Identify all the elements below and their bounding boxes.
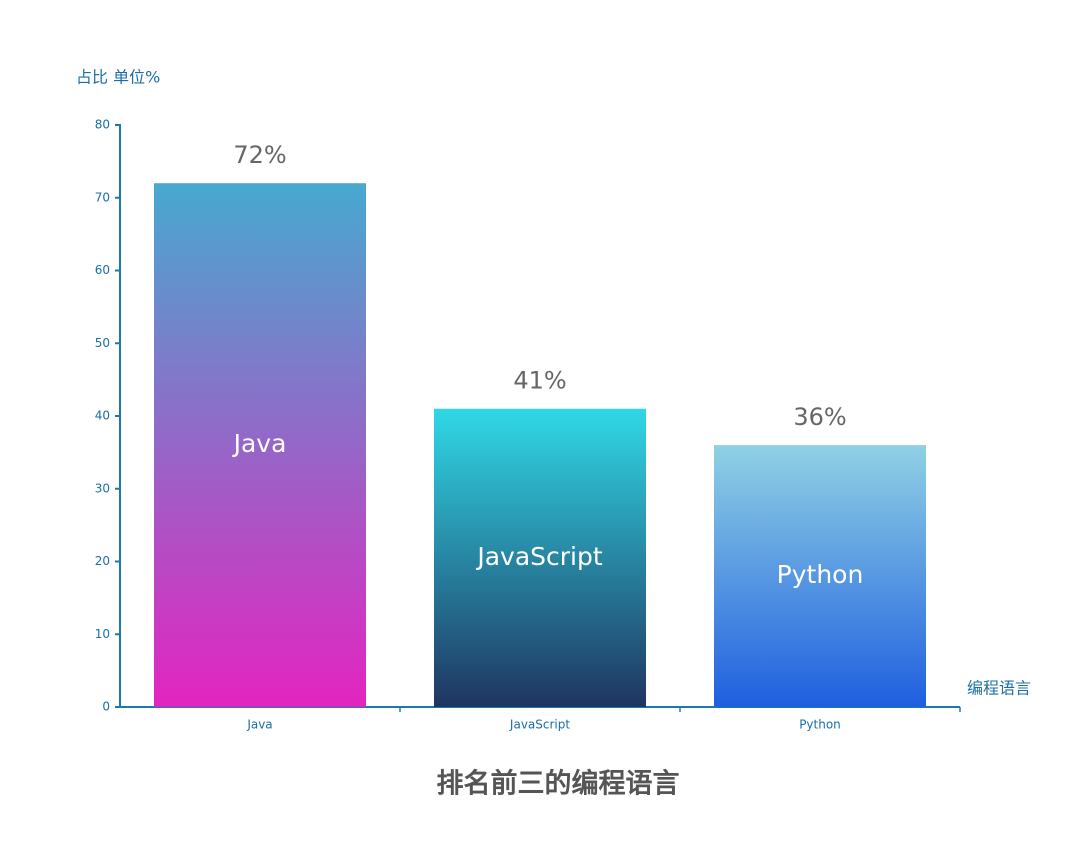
y-tick-label: 40 [95,409,110,423]
x-axis-title: 编程语言 [967,679,1031,698]
value-label: 41% [513,367,566,395]
x-tick-label: Java [246,718,272,732]
x-tick-label: JavaScript [509,718,570,732]
y-axis-title: 占比 单位% [76,68,160,87]
y-tick-label: 30 [95,481,110,495]
x-tick-label: Python [799,718,841,732]
value-label: 36% [793,403,846,431]
y-tick-label: 60 [95,263,110,277]
y-tick-label: 10 [95,627,110,641]
value-label: 72% [233,141,286,169]
y-tick-label: 0 [102,700,110,714]
bar [154,183,366,707]
y-tick-label: 80 [95,118,110,132]
y-tick-label: 50 [95,336,110,350]
chart-title: 排名前三的编程语言 [437,768,680,800]
bar-inner-label: Java [232,429,287,458]
y-tick-label: 20 [95,554,110,568]
bar [714,445,926,707]
y-tick-label: 70 [95,190,110,204]
bar-inner-label: JavaScript [475,542,603,571]
bar [434,408,646,707]
bar-inner-label: Python [777,560,864,589]
